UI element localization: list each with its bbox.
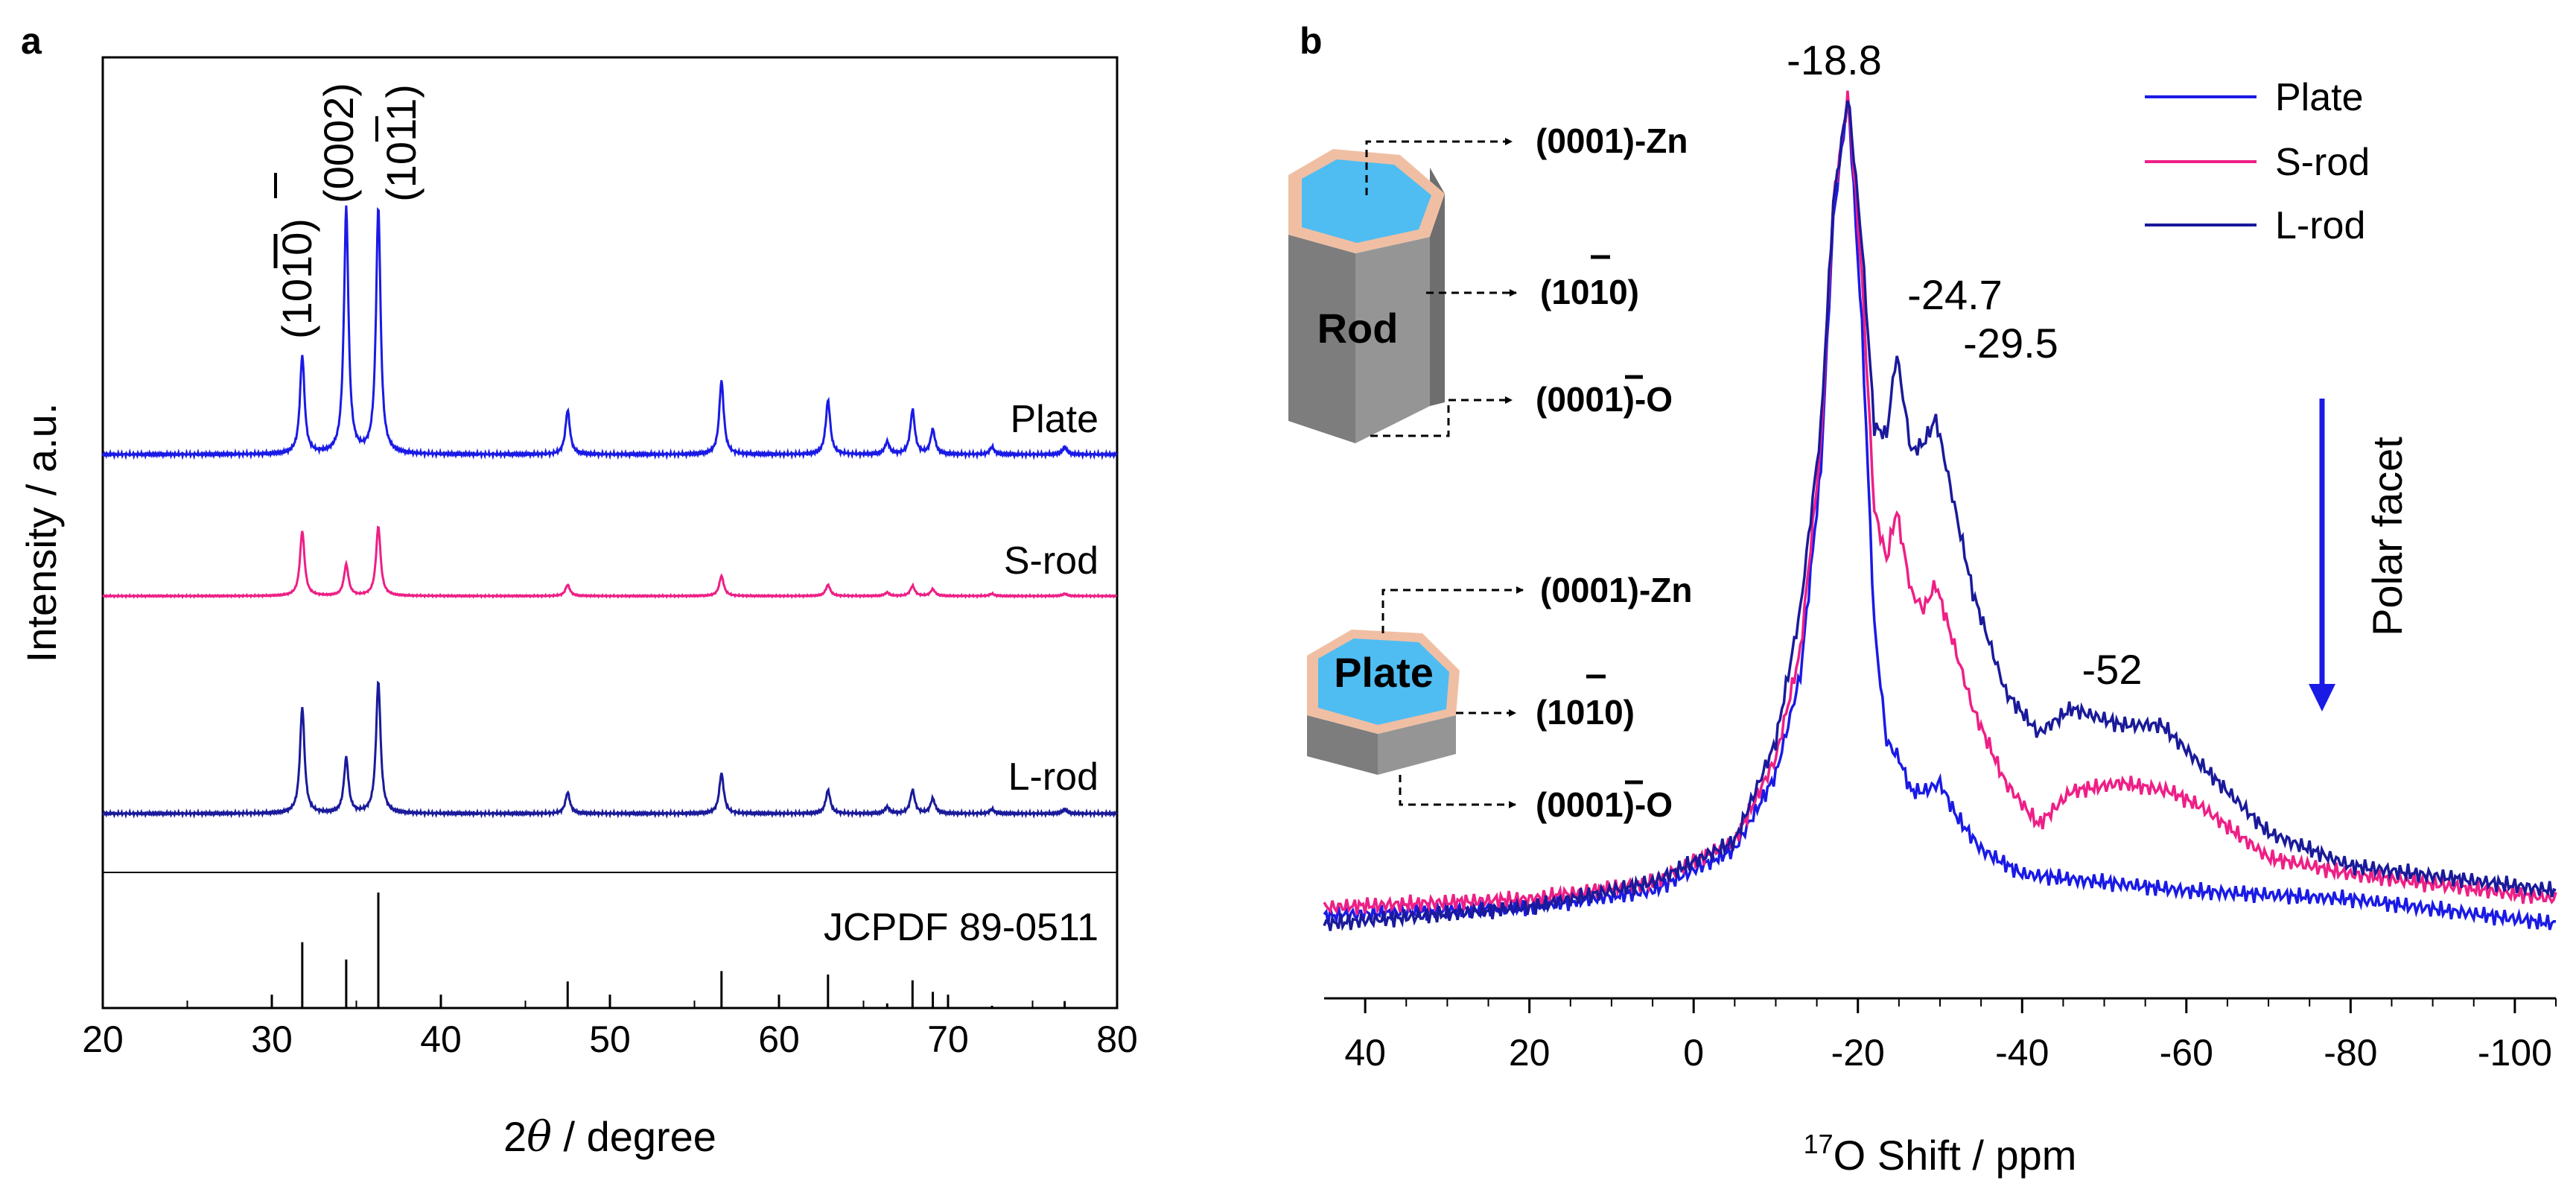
panel-a-x-tick-label-20: 20 <box>82 1018 124 1060</box>
rod-top-inner <box>1302 159 1431 243</box>
rod-o-leader <box>1370 396 1513 437</box>
miller-text-1011: (1011) <box>378 84 424 202</box>
panel-b: b 40 20 0 -20 -40 -60 -80 -100 17O Shift / ppm … <box>1288 20 2557 1179</box>
plate-facet-zn: (0001)-Zn <box>1540 571 1692 609</box>
rod-side-right <box>1355 237 1430 443</box>
panel-a-x-tick-label-70: 70 <box>927 1018 969 1060</box>
plate-o-leader <box>1399 775 1516 808</box>
panel-b-x-tick-label: 40 <box>1344 1032 1386 1074</box>
panel-a-reference-lines <box>301 893 1066 1008</box>
legend-label-s-rod: S-rod <box>2275 141 2370 184</box>
plate-schematic: Plate (0001)-Zn (1010) (0001)-O <box>1307 571 1692 824</box>
xrd-line-l-rod <box>101 680 1118 820</box>
rod-schematic: Rod (0001)-Zn (1010) (0001)-O <box>1288 121 1688 443</box>
rod-facet-side: (1010) <box>1540 273 1639 311</box>
nmr-line-l-rod <box>1323 100 2557 931</box>
plate-label: Plate <box>1334 649 1434 696</box>
panel-a-series <box>101 205 1118 820</box>
plate-top-inner <box>1318 638 1449 725</box>
panel-a-x-tick-label-80: 80 <box>1096 1018 1138 1060</box>
panel-b-x-tick-label: -40 <box>1995 1032 2049 1074</box>
xrd-line-plate <box>101 205 1118 460</box>
miller-label-0002: (0002) <box>315 83 362 203</box>
legend-label-l-rod: L-rod <box>2275 204 2365 247</box>
x-title-suffix: / degree <box>552 1113 716 1160</box>
rod-side-back <box>1430 168 1445 406</box>
panel-b-x-tick-label: -80 <box>2324 1032 2377 1074</box>
legend-label-plate: Plate <box>2275 76 2364 119</box>
panel-b-x-title: 17O Shift / ppm <box>1804 1129 2077 1179</box>
panel-a: a 20 30 40 50 60 70 80 Plate S-rod L-rod JCPDF… <box>18 20 1138 1161</box>
reference-label: JCPDF 89-0511 <box>824 906 1098 949</box>
panel-a-frame <box>101 56 1119 1010</box>
series-label-plate: Plate <box>1010 398 1098 441</box>
panel-a-y-title: Intensity / a.u. <box>18 403 65 663</box>
panel-b-x-tick-label: -20 <box>1831 1032 1885 1074</box>
miller-text-1010: (1010) <box>273 218 320 339</box>
plate-zn-leader <box>1381 586 1524 633</box>
x-title-main: O Shift / ppm <box>1834 1132 2077 1179</box>
panel-b-x-ticks: 40 20 0 -20 -40 -60 -80 -100 <box>1344 998 2557 1074</box>
panel-b-label: b <box>1300 20 1323 62</box>
plate-facet-side: (1010) <box>1536 693 1635 732</box>
panel-a-x-tick-label-40: 40 <box>420 1018 462 1060</box>
rod-facet-zn: (0001)-Zn <box>1536 121 1688 160</box>
series-label-s-rod: S-rod <box>1004 539 1098 583</box>
miller-label-1011: (1011) <box>378 84 424 202</box>
rod-side-left <box>1288 235 1355 443</box>
peak-label-52: -52 <box>2082 646 2143 693</box>
panel-a-x-tick-label-50: 50 <box>589 1018 631 1060</box>
peak-label-18-8: -18.8 <box>1787 37 1882 83</box>
polar-facet-arrowhead <box>2309 684 2335 711</box>
panel-a-x-title: 2θ / degree <box>503 1113 716 1161</box>
x-title-prefix: 2 <box>503 1113 527 1160</box>
panel-a-label: a <box>21 20 42 62</box>
panel-a-x-tick-label-60: 60 <box>758 1018 800 1060</box>
panel-a-x-ticks: 20 30 40 50 60 70 80 <box>82 995 1138 1060</box>
x-title-sup: 17 <box>1804 1129 1834 1159</box>
series-label-l-rod: L-rod <box>1008 755 1098 799</box>
polar-facet-label: Polar facet <box>2364 437 2411 636</box>
panel-b-series <box>1323 90 2557 931</box>
panel-b-x-tick-label: -60 <box>2160 1032 2213 1074</box>
rod-facet-o: (0001)-O <box>1536 380 1673 419</box>
rod-zn-leader <box>1365 138 1513 195</box>
peak-label-29-5: -29.5 <box>1963 320 2058 367</box>
panel-a-x-tick-label-30: 30 <box>251 1018 293 1060</box>
xrd-line-s-rod <box>102 525 1118 599</box>
panel-b-x-tick-label: 20 <box>1509 1032 1551 1074</box>
plate-side-right <box>1378 715 1456 775</box>
panel-b-x-tick-label: 0 <box>1683 1032 1704 1074</box>
panel-b-legend: Plate S-rod L-rod <box>2145 76 2370 247</box>
nmr-line-s-rod <box>1323 90 2557 915</box>
miller-label-1010: (1010) <box>273 218 320 339</box>
x-title-symbol: θ <box>527 1113 552 1161</box>
plate-side-left <box>1307 715 1378 775</box>
rod-label: Rod <box>1317 305 1399 352</box>
miller-text-0002: (0002) <box>315 83 362 203</box>
panel-b-x-tick-label: -100 <box>2478 1032 2552 1074</box>
plate-facet-o: (0001)-O <box>1536 785 1673 824</box>
peak-label-24-7: -24.7 <box>1907 271 2003 318</box>
